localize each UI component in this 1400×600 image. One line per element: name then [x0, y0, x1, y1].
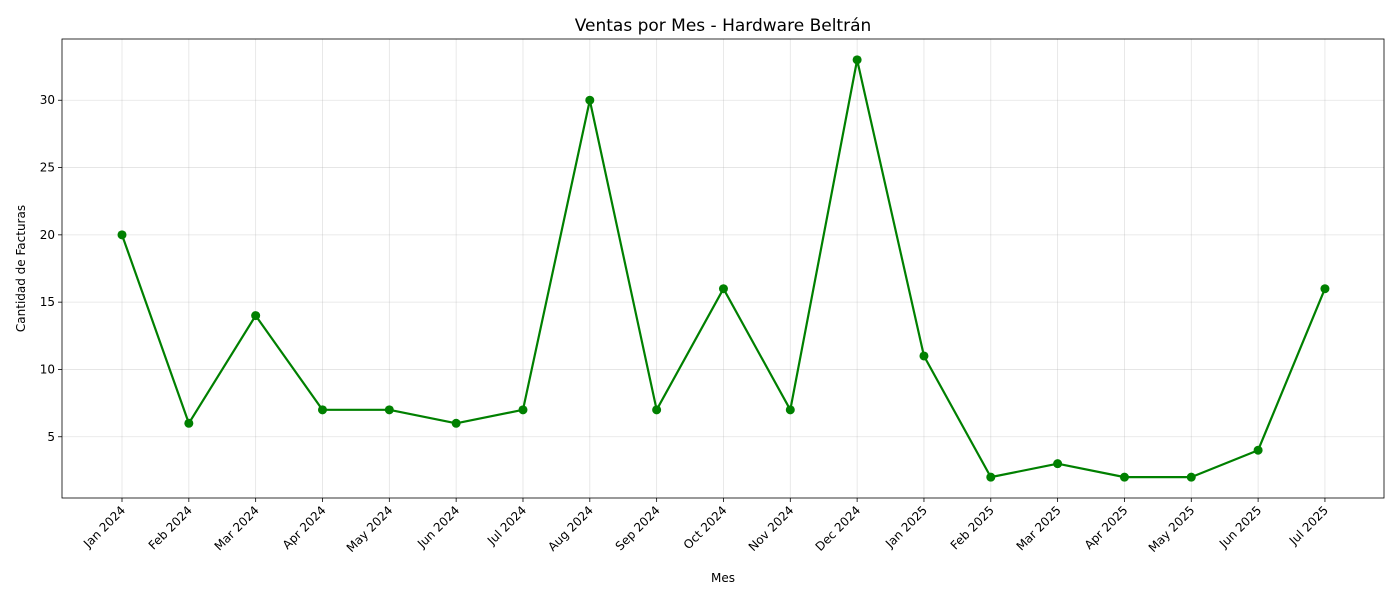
y-tick-label: 5: [47, 430, 55, 444]
y-tick-label: 10: [40, 362, 55, 376]
data-point: [1119, 472, 1129, 482]
data-point: [1053, 459, 1063, 469]
data-point: [585, 95, 595, 105]
grid-layer: [62, 39, 1384, 498]
data-point: [384, 405, 394, 415]
data-point: [718, 284, 728, 294]
y-tick-label: 30: [40, 93, 55, 107]
data-point: [184, 418, 194, 428]
chart-title: Ventas por Mes - Hardware Beltrán: [575, 16, 872, 36]
data-point: [652, 405, 662, 415]
data-point: [317, 405, 327, 415]
data-point: [117, 230, 127, 240]
data-point: [1186, 472, 1196, 482]
plot-frame: [61, 38, 1385, 499]
y-axis: 5 10 15 20 25 30: [40, 93, 62, 444]
x-axis-label: Mes: [711, 571, 735, 585]
data-point: [251, 311, 261, 321]
data-point: [919, 351, 929, 361]
series-layer: [117, 55, 1330, 482]
y-tick-label: 20: [40, 228, 55, 242]
y-tick-label: 15: [40, 295, 55, 309]
data-point: [1320, 284, 1330, 294]
data-point: [785, 405, 795, 415]
data-point: [986, 472, 996, 482]
data-point: [518, 405, 528, 415]
data-point: [451, 418, 461, 428]
data-point: [1253, 445, 1263, 455]
y-tick-label: 25: [40, 161, 55, 175]
y-axis-label: Cantidad de Facturas: [14, 205, 28, 332]
data-point: [852, 55, 862, 65]
